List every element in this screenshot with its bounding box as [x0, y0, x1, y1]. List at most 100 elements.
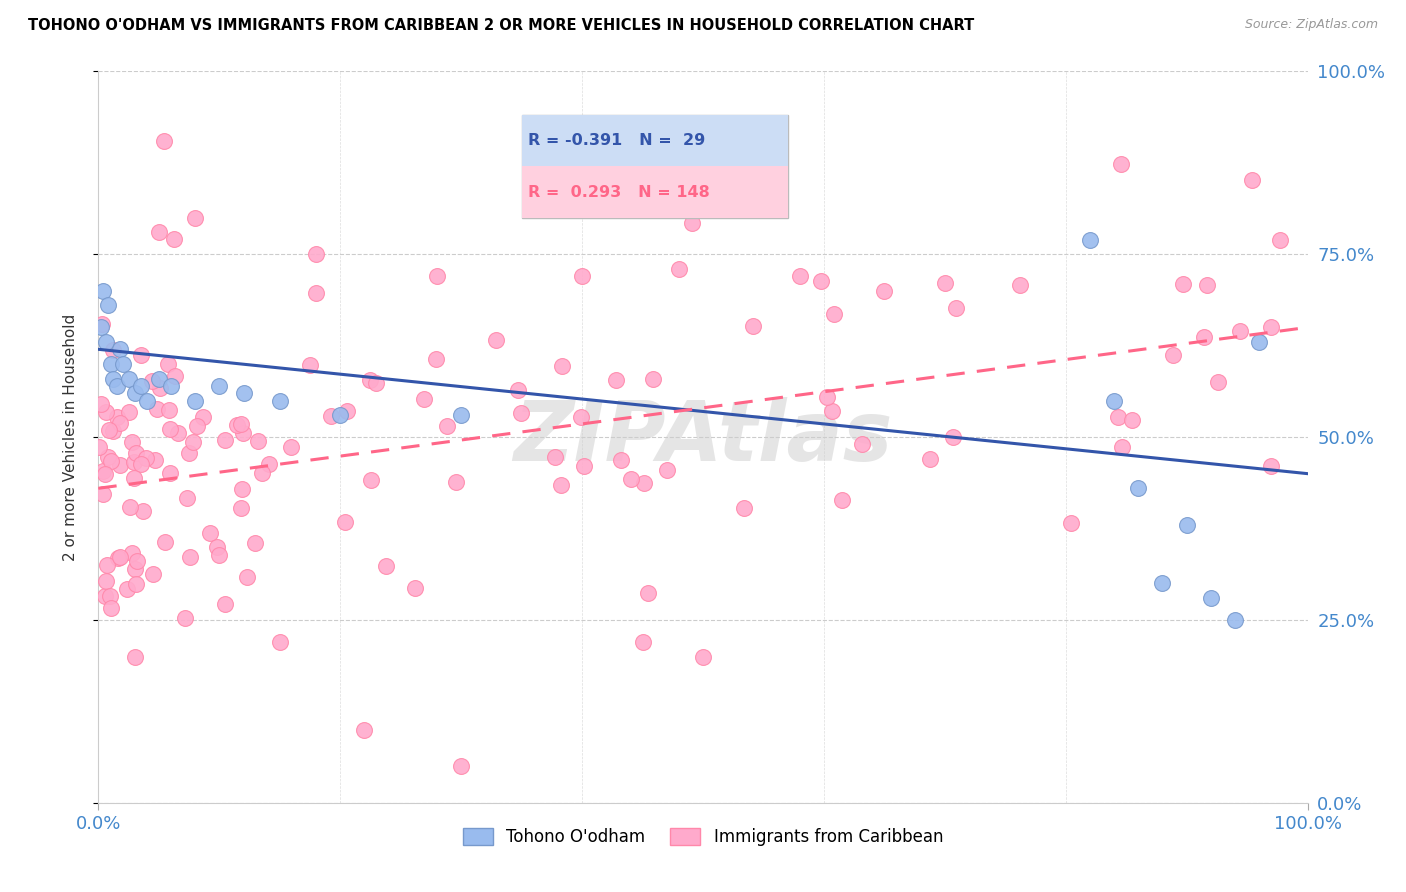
Point	[198, 526, 221, 541]
Point	[1260, 320, 1282, 334]
Point	[159, 402, 181, 417]
Point	[98, 589, 121, 603]
Point	[1078, 233, 1101, 247]
Point	[333, 515, 356, 529]
Point	[280, 441, 302, 455]
Point	[100, 454, 122, 468]
Point	[364, 376, 387, 391]
Point	[404, 581, 426, 595]
Point	[1229, 324, 1251, 338]
Point	[1270, 233, 1292, 247]
Point	[305, 247, 328, 261]
Point	[655, 463, 678, 477]
Point	[450, 759, 472, 773]
Point	[692, 649, 714, 664]
Point	[269, 635, 291, 649]
Point	[605, 374, 627, 388]
Point	[94, 334, 117, 349]
Point	[97, 450, 120, 464]
Point	[208, 548, 231, 562]
Point	[108, 458, 131, 473]
Point	[571, 409, 593, 424]
Point	[329, 408, 352, 422]
Point	[742, 319, 765, 334]
Point	[157, 357, 180, 371]
Point	[506, 383, 529, 397]
Point	[426, 269, 449, 284]
Point	[176, 491, 198, 505]
Point	[851, 437, 873, 451]
Point	[141, 375, 163, 389]
Point	[1161, 348, 1184, 362]
Text: ZIPAtlas: ZIPAtlas	[513, 397, 893, 477]
Point	[96, 558, 118, 573]
Point	[831, 493, 853, 508]
Point	[1260, 458, 1282, 473]
Point	[105, 379, 128, 393]
Point	[668, 261, 690, 276]
Point	[444, 475, 467, 490]
Point	[436, 418, 458, 433]
Point	[124, 649, 146, 664]
Point	[1173, 277, 1195, 292]
FancyBboxPatch shape	[522, 115, 787, 218]
Point	[934, 277, 956, 291]
Point	[509, 406, 531, 420]
Point	[572, 459, 595, 474]
Point	[945, 301, 967, 315]
Point	[111, 357, 134, 371]
Point	[1102, 393, 1125, 408]
Point	[1121, 413, 1143, 427]
Point	[823, 307, 845, 321]
Point	[609, 453, 631, 467]
Point	[90, 320, 112, 334]
Point	[108, 550, 131, 565]
Point	[118, 371, 141, 385]
Point	[1111, 440, 1133, 454]
Point	[90, 317, 112, 331]
Point	[184, 211, 207, 225]
Point	[231, 482, 253, 496]
Point	[1223, 613, 1246, 627]
Point	[425, 351, 447, 366]
Point	[1199, 591, 1222, 605]
Point	[91, 465, 114, 479]
Point	[135, 450, 157, 465]
FancyBboxPatch shape	[522, 167, 787, 218]
Point	[250, 466, 273, 480]
Point	[118, 404, 141, 418]
Point	[298, 358, 321, 372]
Point	[153, 134, 176, 148]
Point	[94, 467, 117, 481]
Point	[124, 471, 146, 485]
Point	[942, 430, 965, 444]
Point	[620, 473, 643, 487]
Point	[631, 635, 654, 649]
Point	[550, 359, 572, 374]
Point	[100, 600, 122, 615]
Point	[232, 425, 254, 440]
Point	[193, 409, 215, 424]
Point	[117, 582, 139, 596]
Point	[243, 535, 266, 549]
Point	[214, 598, 236, 612]
Point	[97, 298, 120, 312]
Point	[159, 422, 181, 436]
Point	[571, 269, 593, 284]
Legend: Tohono O'odham, Immigrants from Caribbean: Tohono O'odham, Immigrants from Caribbea…	[456, 822, 950, 853]
Point	[725, 193, 748, 207]
Point	[107, 550, 129, 565]
Point	[918, 452, 941, 467]
Point	[127, 554, 149, 568]
Point	[633, 476, 655, 491]
Point	[336, 404, 359, 418]
Point	[122, 455, 145, 469]
Point	[121, 545, 143, 559]
Point	[129, 379, 152, 393]
FancyBboxPatch shape	[522, 115, 787, 167]
Point	[353, 723, 375, 737]
Point	[641, 372, 664, 386]
Point	[257, 458, 280, 472]
Point	[91, 284, 114, 298]
Point	[232, 386, 254, 401]
